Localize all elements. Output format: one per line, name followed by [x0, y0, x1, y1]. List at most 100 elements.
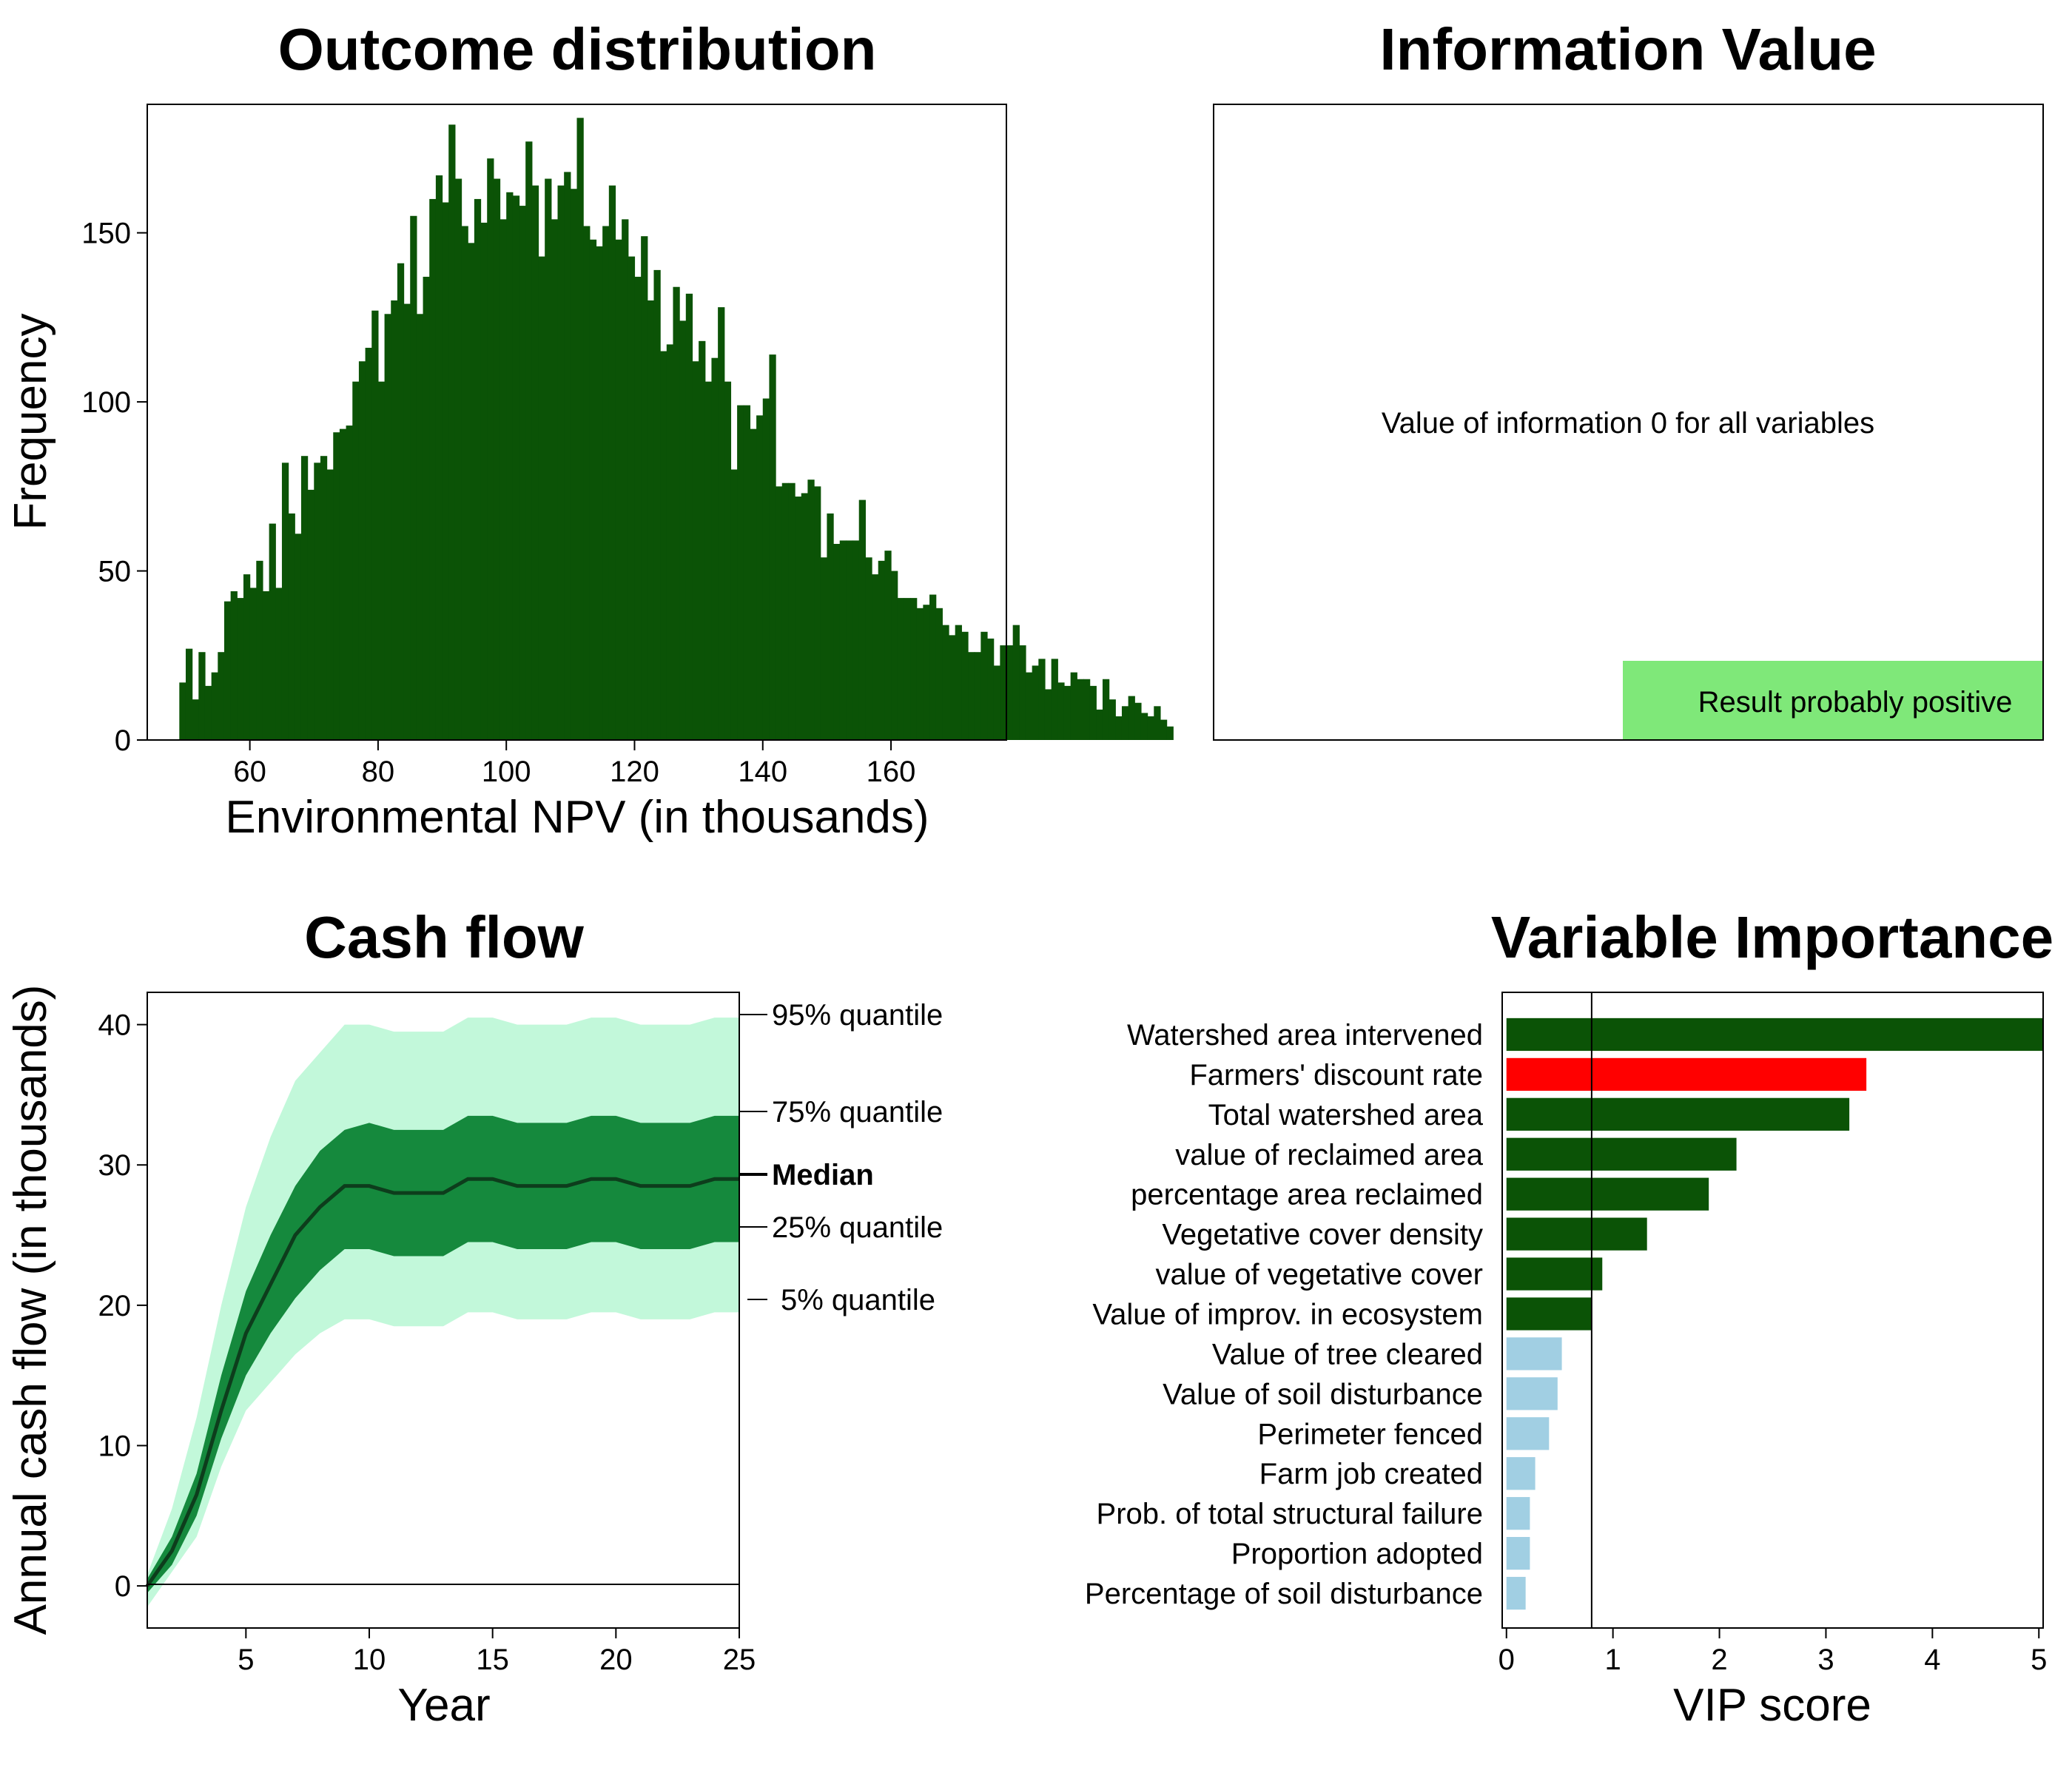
- vip-bar: [1506, 1018, 2043, 1052]
- histogram-bar: [846, 540, 853, 740]
- information-value-title: Information Value: [1379, 16, 1876, 82]
- histogram-bar: [230, 591, 238, 740]
- histogram-bar: [1134, 702, 1142, 740]
- x-tick-label: 5: [238, 1644, 254, 1676]
- histogram-bar: [493, 178, 501, 741]
- histogram-bar: [480, 222, 488, 740]
- vip-bar: [1506, 1057, 1867, 1092]
- histogram-bar: [295, 534, 302, 740]
- histogram-bar: [249, 588, 257, 740]
- histogram-bar: [897, 598, 904, 740]
- vip-bar: [1506, 1097, 1850, 1131]
- histogram-bar: [403, 303, 411, 740]
- histogram-bar: [377, 381, 386, 740]
- histogram-bar: [371, 310, 379, 740]
- x-tick-label: 4: [1924, 1644, 1940, 1676]
- x-tick-label: 160: [867, 756, 916, 788]
- histogram-bar: [1057, 682, 1065, 740]
- histogram-y-axis: 0 50 100 150: [81, 218, 147, 757]
- histogram-bar: [872, 574, 879, 740]
- x-tick-label: 5: [2031, 1644, 2047, 1676]
- x-tick-label: 20: [599, 1644, 633, 1676]
- histogram-bar: [300, 456, 309, 740]
- histogram-bar: [704, 381, 713, 740]
- x-tick-label: 2: [1711, 1644, 1727, 1676]
- vip-x-label: VIP score: [1673, 1680, 1871, 1731]
- histogram-bar: [512, 195, 520, 740]
- histogram-bar: [237, 598, 244, 740]
- y-tick-label: 30: [98, 1149, 132, 1182]
- histogram-bar: [1032, 665, 1039, 740]
- histogram-bar: [929, 594, 937, 740]
- y-tick-label: 0: [115, 724, 131, 757]
- histogram-bar: [730, 469, 738, 740]
- x-tick-label: 120: [610, 756, 659, 788]
- histogram-bar: [1147, 716, 1154, 740]
- histogram-bar: [487, 158, 494, 740]
- histogram-bar: [198, 652, 206, 740]
- histogram-x-label: Environmental NPV (in thousands): [225, 792, 929, 843]
- histogram-bar: [1166, 726, 1174, 740]
- histogram-bar: [980, 631, 988, 740]
- histogram-bar: [269, 523, 276, 740]
- histogram-bar: [352, 381, 360, 740]
- histogram-bar: [737, 405, 744, 740]
- histogram-bar: [1096, 709, 1103, 740]
- histogram-bar: [801, 493, 809, 740]
- histogram-bar: [827, 513, 834, 740]
- vip-bar: [1506, 1457, 1536, 1490]
- cashflow-x-axis: 5 10 15 20 25: [238, 1628, 756, 1676]
- histogram-bar: [525, 141, 533, 741]
- histogram-bar: [179, 682, 186, 740]
- vip-variable-label: Percentage of soil disturbance: [1085, 1578, 1483, 1610]
- histogram-bar: [589, 239, 597, 740]
- histogram-bar: [602, 226, 610, 740]
- histogram-bar: [807, 480, 815, 740]
- histogram-bar: [993, 665, 1000, 740]
- y-tick-label: 40: [98, 1009, 132, 1042]
- vip-variable-label: Watershed area intervened: [1127, 1019, 1483, 1052]
- vip-variable-label: Total watershed area: [1208, 1099, 1484, 1131]
- histogram-bar: [1140, 713, 1148, 740]
- histogram-bar: [223, 601, 232, 740]
- histogram-bar: [955, 625, 962, 740]
- vip-variable-label: value of vegetative cover: [1156, 1259, 1483, 1291]
- histogram-bar: [776, 486, 783, 740]
- histogram-bar: [935, 608, 943, 740]
- histogram-bar: [320, 456, 328, 740]
- histogram-bar: [904, 598, 911, 740]
- histogram-bar: [468, 243, 475, 741]
- histogram-bar: [326, 469, 334, 740]
- histogram-bar: [545, 178, 552, 741]
- histogram-bar: [1012, 625, 1020, 740]
- histogram-bar: [949, 635, 956, 740]
- histogram-bar: [622, 219, 629, 740]
- histogram-bar: [1006, 645, 1014, 740]
- histogram-bar: [346, 426, 353, 740]
- histogram-bar: [987, 638, 995, 740]
- histogram-bar: [878, 560, 885, 740]
- vip-bar: [1506, 1576, 1526, 1610]
- information-value-message: Value of information 0 for all variables: [1382, 407, 1874, 440]
- histogram-bar: [942, 625, 949, 740]
- variable-importance-panel: Variable Importance Watershed area inter…: [1085, 904, 2054, 1731]
- histogram-bar: [1077, 679, 1084, 740]
- vip-variable-label: value of reclaimed area: [1175, 1139, 1484, 1171]
- vip-bar: [1506, 1257, 1603, 1291]
- histogram-bar: [204, 685, 212, 740]
- histogram-bar: [724, 381, 732, 740]
- histogram-bar: [500, 219, 507, 740]
- histogram-bar: [852, 540, 860, 740]
- histogram-bar: [531, 185, 539, 741]
- cashflow-bands: [145, 1018, 739, 1607]
- histogram-bar: [1154, 706, 1161, 740]
- histogram-bar: [961, 631, 969, 740]
- vip-variable-label: percentage area reclaimed: [1131, 1179, 1483, 1211]
- y-tick-label: 50: [98, 556, 132, 588]
- vip-bar: [1506, 1297, 1592, 1331]
- histogram-bar: [1070, 672, 1077, 740]
- histogram-bar: [397, 263, 405, 740]
- histogram-bar: [185, 648, 193, 740]
- histogram-bar: [1019, 645, 1026, 740]
